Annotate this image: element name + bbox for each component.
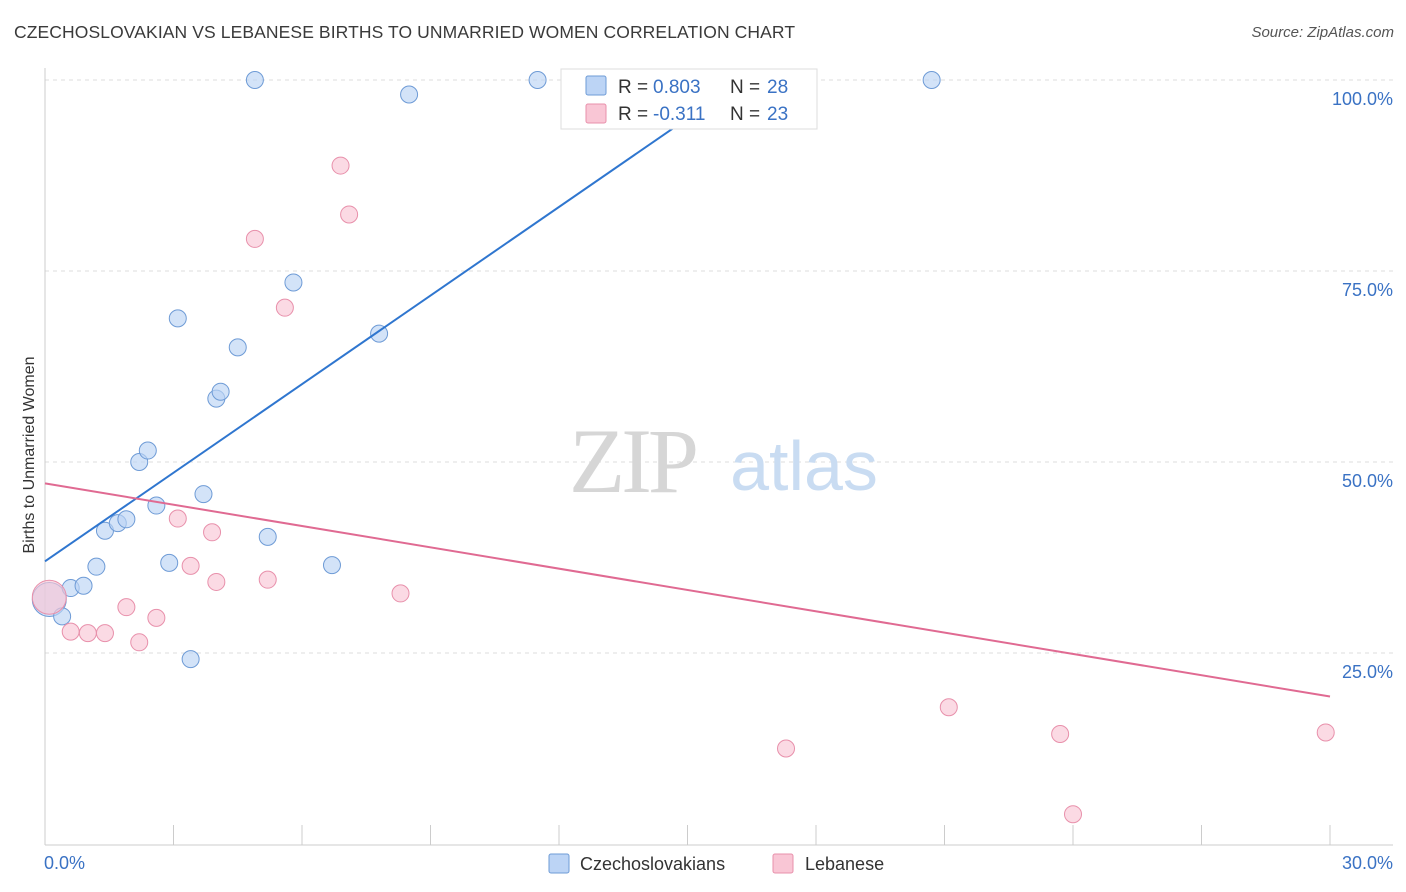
lebanese-point	[117, 598, 136, 617]
legend-n-label: N =	[730, 77, 760, 98]
lebanese-point	[939, 698, 958, 717]
lebanese-point	[207, 572, 226, 591]
y-tick-label: 50.0%	[1342, 471, 1393, 491]
czechoslovakian-point	[322, 556, 341, 575]
legend-label-czechoslovakians: Czechoslovakians	[580, 854, 725, 874]
x-tick-label: 0.0%	[44, 853, 85, 873]
czechoslovakian-point	[74, 576, 93, 595]
y-axis-title: Births to Unmarried Women	[21, 356, 38, 553]
legend-r-label: R =	[618, 104, 648, 125]
czechoslovakian-point	[147, 496, 166, 515]
lebanese-point	[275, 298, 294, 317]
lebanese-point	[391, 584, 410, 603]
source-credit: Source: ZipAtlas.com	[1251, 24, 1394, 41]
legend-swatch-pink	[585, 103, 607, 124]
lebanese-point	[258, 570, 277, 589]
czechoslovakian-point	[245, 71, 264, 89]
series-legend: Czechoslovakians Lebanese	[548, 853, 884, 874]
czechoslovakian-point	[181, 650, 200, 669]
data-points	[31, 71, 1335, 824]
czechoslovakian-point	[258, 527, 277, 546]
czechoslovakian-point	[211, 382, 230, 401]
y-tick-label: 100.0%	[1332, 89, 1393, 109]
lebanese-point	[1051, 724, 1070, 743]
y-tick-label: 25.0%	[1342, 662, 1393, 682]
y-tick-label: 75.0%	[1342, 280, 1393, 300]
axes	[44, 68, 1393, 846]
legend-r-label: R =	[618, 77, 648, 98]
lebanese-point	[181, 556, 200, 575]
legend-r-value: 0.803	[653, 77, 701, 98]
lebanese-point	[340, 205, 359, 224]
czechoslovakian-point	[160, 553, 179, 572]
czechoslovakian-point	[168, 309, 187, 328]
watermark: ZIP atlas	[569, 410, 878, 512]
lebanese-point	[61, 622, 80, 641]
lebanese-trend-line	[44, 482, 1331, 698]
stats-legend: R = 0.803 N = 28 R = -0.311 N = 23	[560, 68, 818, 130]
czechoslovakian-point	[117, 510, 136, 529]
czechoslovakian-point	[528, 71, 547, 89]
y-axis-tick-labels: 25.0% 50.0% 75.0% 100.0%	[1332, 89, 1393, 682]
czechoslovakian-point	[194, 485, 213, 504]
lebanese-point	[777, 739, 796, 758]
watermark-atlas: atlas	[730, 427, 878, 505]
czechoslovakian-point	[228, 338, 247, 357]
x-axis-tick-labels: 0.0% 30.0%	[44, 853, 1393, 873]
lebanese-point	[203, 523, 222, 542]
lebanese-point	[31, 579, 67, 615]
czechoslovakian-point	[370, 324, 389, 343]
lebanese-point	[1064, 805, 1082, 824]
legend-swatch-blue	[585, 75, 607, 96]
czechoslovakian-point	[87, 557, 106, 576]
lebanese-point	[245, 229, 264, 248]
legend-swatch-lebanese	[772, 853, 794, 874]
legend-n-value: 28	[767, 77, 788, 98]
czechoslovakian-point	[400, 85, 419, 104]
legend-r-value: -0.311	[653, 104, 705, 125]
czechoslovakian-trend-line	[44, 79, 744, 563]
lebanese-point	[331, 156, 350, 175]
legend-n-value: 23	[767, 104, 788, 125]
lebanese-point	[168, 509, 187, 528]
trend-lines	[44, 79, 1331, 698]
lebanese-point	[95, 624, 114, 643]
watermark-zip: ZIP	[569, 410, 696, 512]
czechoslovakian-point	[922, 71, 941, 89]
czechoslovakian-point	[138, 441, 157, 460]
czechoslovakian-point	[284, 273, 303, 292]
gridlines	[45, 79, 1393, 654]
x-tick-label: 30.0%	[1342, 853, 1393, 873]
chart-title: CZECHOSLOVAKIAN VS LEBANESE BIRTHS TO UN…	[14, 22, 796, 42]
lebanese-point	[1316, 723, 1335, 742]
lebanese-point	[147, 608, 166, 627]
lebanese-point	[78, 624, 97, 643]
legend-label-lebanese: Lebanese	[805, 854, 884, 874]
lebanese-point	[130, 633, 149, 652]
legend-n-label: N =	[730, 104, 760, 125]
legend-swatch-czechoslovakians	[548, 853, 570, 874]
